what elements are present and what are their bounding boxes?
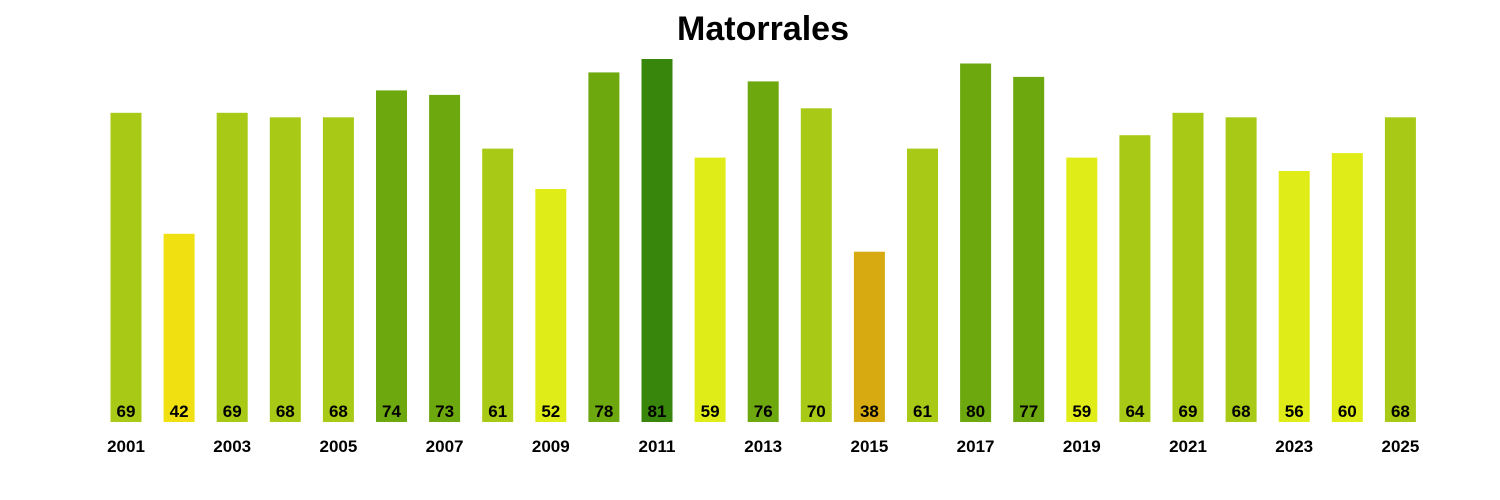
value-label-2003: 69	[223, 402, 242, 421]
bar-2010	[588, 72, 620, 423]
value-label-2025: 68	[1391, 402, 1410, 421]
bar-2012	[694, 157, 726, 422]
bar-2018	[1013, 76, 1045, 423]
x-tick-label-2007: 2007	[426, 437, 464, 456]
value-label-2005: 68	[329, 402, 348, 421]
bar-2015	[853, 251, 885, 422]
bar-2014	[800, 108, 832, 423]
value-label-2012: 59	[701, 402, 720, 421]
bar-2017	[960, 63, 992, 422]
x-tick-label-2011: 2011	[639, 437, 676, 456]
x-tick-label-2023: 2023	[1275, 437, 1313, 456]
bar-2021	[1172, 112, 1204, 423]
x-tick-label-2019: 2019	[1063, 437, 1101, 456]
bar-2006	[376, 90, 407, 423]
value-label-2007: 73	[435, 402, 454, 421]
bar-2001	[110, 112, 142, 423]
value-label-2006: 74	[382, 402, 401, 421]
x-tick-label-2003: 2003	[213, 437, 251, 456]
bar-2002	[163, 233, 195, 422]
value-label-2004: 68	[276, 402, 295, 421]
bar-2005	[322, 117, 354, 423]
bar-2011	[641, 59, 673, 422]
bar-2024	[1331, 153, 1363, 422]
value-label-2016: 61	[913, 402, 932, 421]
bar-2007	[429, 94, 461, 423]
value-label-2015: 38	[860, 402, 879, 421]
bar-2023	[1278, 171, 1310, 422]
value-label-2024: 60	[1338, 402, 1357, 421]
value-label-2011: 81	[648, 402, 667, 421]
bar-2022	[1225, 117, 1257, 423]
value-label-2018: 77	[1019, 402, 1038, 421]
value-label-2020: 64	[1125, 402, 1144, 421]
value-label-2023: 56	[1285, 402, 1304, 421]
x-tick-label-2001: 2001	[107, 437, 145, 456]
value-label-2022: 68	[1232, 402, 1251, 421]
x-tick-label-2025: 2025	[1381, 437, 1419, 456]
value-label-2017: 80	[966, 402, 985, 421]
bar-2013	[747, 81, 779, 423]
x-tick-label-2015: 2015	[850, 437, 888, 456]
value-label-2019: 59	[1072, 402, 1091, 421]
value-label-2014: 70	[807, 402, 826, 421]
x-tick-label-2009: 2009	[532, 437, 570, 456]
x-tick-label-2021: 2021	[1169, 437, 1207, 456]
value-label-2002: 42	[170, 402, 189, 421]
bar-2008	[482, 148, 514, 422]
value-label-2013: 76	[754, 402, 773, 421]
x-tick-label-2005: 2005	[319, 437, 357, 456]
bar-2025	[1384, 117, 1416, 423]
bar-2019	[1066, 157, 1098, 422]
value-label-2009: 52	[541, 402, 560, 421]
bar-2020	[1119, 135, 1151, 422]
x-tick-label-2013: 2013	[744, 437, 782, 456]
value-label-2021: 69	[1179, 402, 1198, 421]
x-tick-label-2017: 2017	[957, 437, 995, 456]
value-label-2008: 61	[488, 402, 507, 421]
value-label-2001: 69	[117, 402, 136, 421]
value-label-2010: 78	[594, 402, 613, 421]
bar-2016	[907, 148, 938, 422]
bar-2009	[535, 189, 567, 422]
chart-title: Matorrales	[677, 10, 849, 48]
bar-2004	[269, 117, 301, 423]
bar-2003	[216, 112, 248, 423]
